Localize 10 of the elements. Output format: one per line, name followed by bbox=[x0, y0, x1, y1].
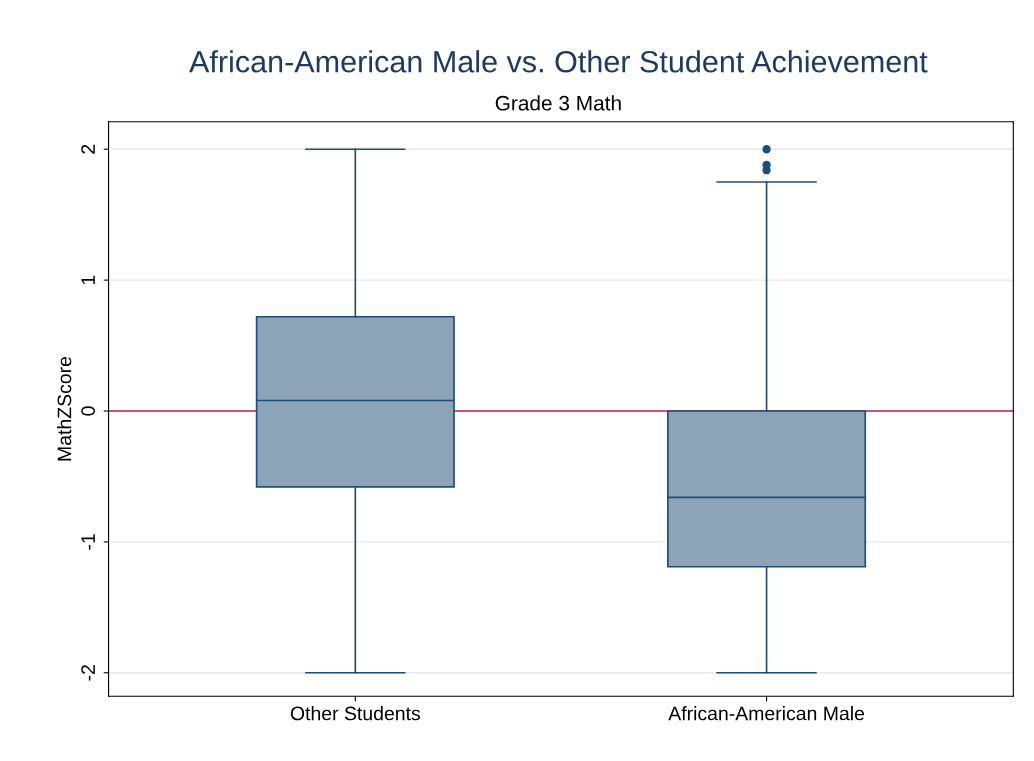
y-tick-label: -1 bbox=[81, 534, 95, 550]
x-tick-label: Other Students bbox=[290, 706, 421, 721]
y-tick-label: -2 bbox=[81, 665, 95, 681]
y-axis-title: MathZScore bbox=[57, 356, 72, 461]
y-tick-label: 2 bbox=[81, 144, 95, 154]
x-tick-label: African-American Male bbox=[668, 706, 865, 721]
chart-title: African-American Male vs. Other Student Achievement bbox=[189, 50, 928, 73]
y-tick-label: 1 bbox=[81, 275, 95, 285]
y-tick-label: 0 bbox=[81, 406, 95, 416]
chart-subtitle: Grade 3 Math bbox=[495, 95, 621, 111]
